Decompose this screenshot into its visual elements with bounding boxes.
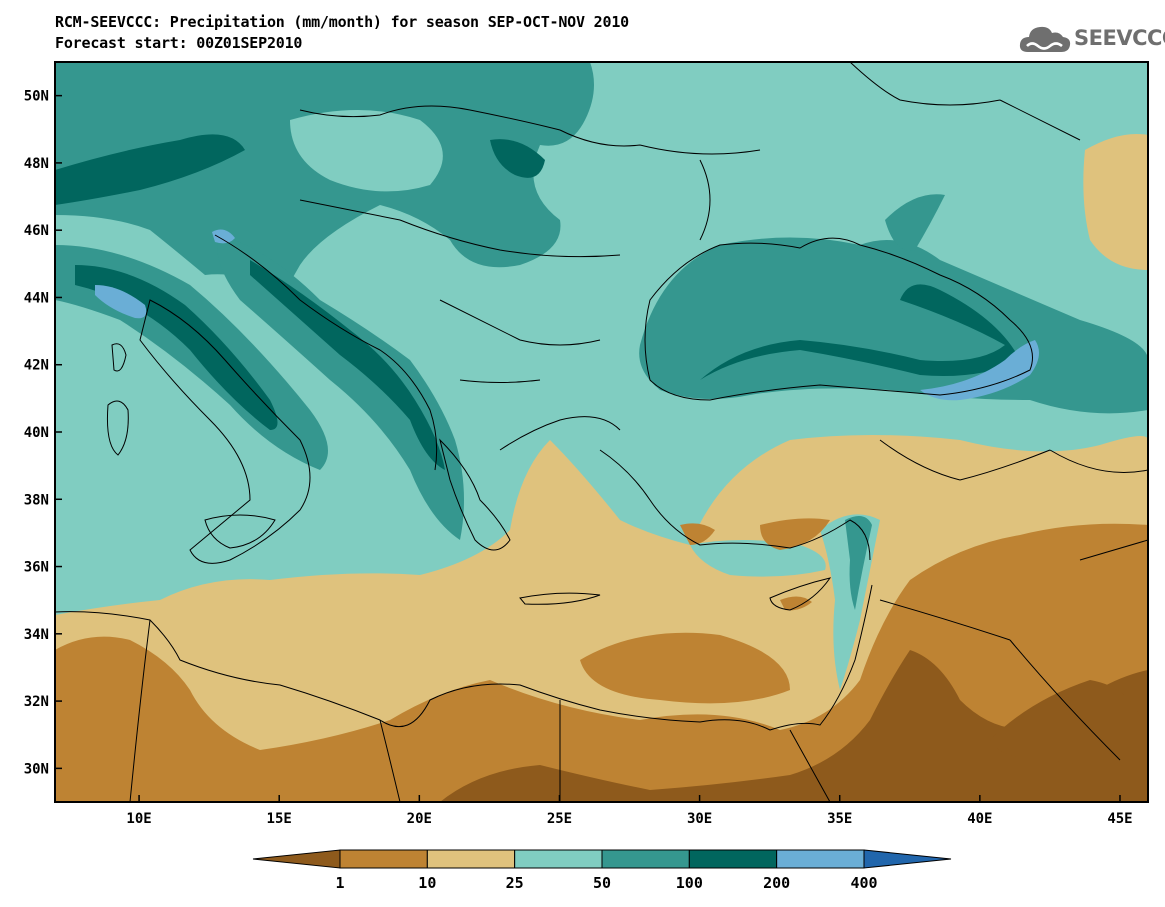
field-south-below-1 xyxy=(440,650,1148,802)
lat-tick-label: 34N xyxy=(24,627,49,643)
colorbar-arrow-high xyxy=(863,849,952,869)
blacksea-coastline xyxy=(644,237,1033,401)
lon-tick-label: 20E xyxy=(407,811,432,827)
colorbar-label: 100 xyxy=(676,874,703,892)
lon-tick-label: 15E xyxy=(267,811,292,827)
field-levant-25-50 xyxy=(820,514,880,690)
colorbar-label: 1 xyxy=(335,874,344,892)
field-blacksea-100-200 xyxy=(700,284,1020,380)
lat-tick-label: 36N xyxy=(24,560,49,576)
turkey-coastline xyxy=(599,449,871,561)
field-turkey-1-10 xyxy=(760,518,830,550)
logo-text: SEEVCCC xyxy=(1074,26,1165,50)
lon-tick-label: 40E xyxy=(967,811,992,827)
lat-tick-label: 48N xyxy=(24,156,49,172)
colorbar-label: 10 xyxy=(418,874,436,892)
colorbar-swatch xyxy=(688,849,778,869)
lat-tick-label: 42N xyxy=(24,358,49,374)
lon-tick-label: 30E xyxy=(687,811,712,827)
colorbar-label: 200 xyxy=(763,874,790,892)
north-africa-coastline xyxy=(55,584,873,731)
colorbar-swatch xyxy=(601,849,690,869)
colorbar-swatch xyxy=(426,849,516,869)
field-ligurian-200-400 xyxy=(95,285,147,319)
sardinia-coastline xyxy=(107,400,129,456)
lat-tick-label: 44N xyxy=(24,290,49,306)
sicily-coastline xyxy=(204,514,276,549)
longitude-axis: 10E 15E 20E 25E 30E 35E 40E 45E xyxy=(126,795,1133,827)
field-italy-west-100-200 xyxy=(75,265,278,430)
lat-tick-label: 32N xyxy=(24,694,49,710)
colorbar-label: 400 xyxy=(850,874,877,892)
field-alps-200-400 xyxy=(212,229,235,244)
colorbar-swatch xyxy=(514,849,603,869)
colorbar-label: 50 xyxy=(593,874,611,892)
colorbar-label: 25 xyxy=(506,874,524,892)
adriatic-coastline xyxy=(214,234,438,471)
field-carpathian-100-200 xyxy=(490,139,545,178)
lat-tick-label: 30N xyxy=(24,761,49,777)
field-levant-50-100 xyxy=(845,516,872,610)
coastlines-and-borders xyxy=(55,62,1148,802)
latitude-axis: 50N 48N 46N 44N 42N 40N 38N 36N 34N 32N 30N xyxy=(24,89,62,777)
italy-coastline xyxy=(139,299,311,564)
lon-tick-label: 45E xyxy=(1107,811,1132,827)
national-borders xyxy=(129,62,1148,802)
crete-coastline xyxy=(519,592,601,605)
lat-tick-label: 50N xyxy=(24,89,49,105)
map-title: RCM-SEEVCCC: Precipitation (mm/month) fo… xyxy=(55,13,629,31)
field-caucasus-200-400 xyxy=(920,340,1039,401)
field-anatolia-1-10 xyxy=(680,523,715,545)
field-east-10-25 xyxy=(1083,134,1148,270)
field-turkey-south-25-50 xyxy=(690,540,826,577)
colorbar-swatch xyxy=(776,849,865,869)
seevccc-logo: SEEVCCC xyxy=(1018,22,1165,56)
colorbar-arrow-low xyxy=(252,849,341,869)
colorbar-swatch xyxy=(339,849,428,869)
field-cyprus-1-10 xyxy=(780,596,812,611)
field-libya-1-10-patch xyxy=(580,632,790,704)
lat-tick-label: 40N xyxy=(24,425,49,441)
greece-coastline xyxy=(439,416,621,551)
lat-tick-label: 38N xyxy=(24,492,49,508)
colorbar-labels: 1 10 25 50 100 200 400 xyxy=(335,874,877,892)
lon-tick-label: 25E xyxy=(547,811,572,827)
lat-tick-label: 46N xyxy=(24,223,49,239)
lon-tick-label: 35E xyxy=(827,811,852,827)
cloud-logo-icon xyxy=(1019,26,1071,52)
field-arabia-below-1 xyxy=(990,680,1148,765)
field-dinaric-100-200 xyxy=(250,260,445,470)
field-north-25-50-patch xyxy=(290,110,443,192)
field-dinaric-50-100 xyxy=(217,235,464,540)
cyprus-coastline xyxy=(769,577,832,611)
corsica-coastline xyxy=(111,343,127,372)
field-crimea-50-100 xyxy=(885,194,945,251)
forecast-start-subtitle: Forecast start: 00Z01SEP2010 xyxy=(55,34,303,52)
lon-tick-label: 10E xyxy=(126,811,151,827)
field-north-100-200 xyxy=(55,134,245,205)
colorbar-boxes xyxy=(252,849,952,869)
